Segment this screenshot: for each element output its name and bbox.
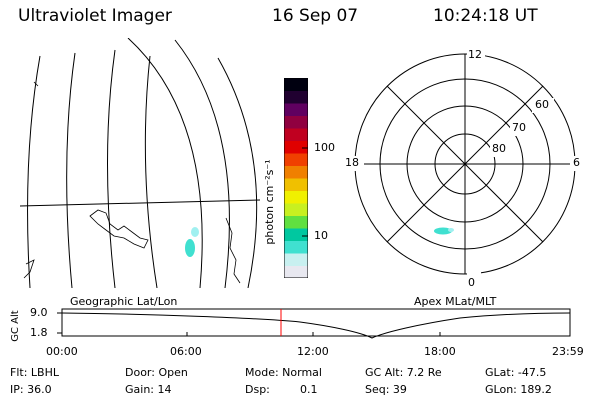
observation-date: 16 Sep 07 xyxy=(272,6,359,26)
mlt-label-0: 0 xyxy=(468,276,475,289)
time-tick-0000: 00:00 xyxy=(46,345,78,358)
colorbar-band xyxy=(284,153,308,166)
dsp-value: 0.1 xyxy=(300,383,318,396)
polar-diag-2 xyxy=(386,85,544,243)
altitude-plot xyxy=(57,308,571,339)
observation-time: 10:24:18 UT xyxy=(433,6,538,26)
filter-status: Flt: LBHL xyxy=(10,366,59,379)
colorbar xyxy=(284,78,308,278)
time-tick-1800: 18:00 xyxy=(424,345,456,358)
lat-arc-1 xyxy=(127,38,203,288)
coastline-4 xyxy=(33,81,39,87)
time-tick-2359: 23:59 xyxy=(552,345,584,358)
time-tick-0600: 06:00 xyxy=(170,345,202,358)
instrument-title: Ultraviolet Imager xyxy=(18,6,172,26)
altitude-plot-frame xyxy=(61,308,571,337)
colorbar-band xyxy=(284,240,308,254)
altitude-y-bottom: 1.8 xyxy=(30,326,48,339)
colorbar-band xyxy=(284,178,308,191)
colorbar-band xyxy=(284,190,308,204)
colorbar-band xyxy=(284,228,308,241)
ip-status: IP: 36.0 xyxy=(10,383,52,396)
colorbar-tick-10-label: 10 xyxy=(314,229,328,242)
mlat-label-70: 70 xyxy=(512,121,526,134)
altitude-curve xyxy=(61,312,571,339)
colorbar-band xyxy=(284,115,308,129)
mlat-label-80: 80 xyxy=(492,142,506,155)
colorbar-band xyxy=(284,78,308,91)
time-tick-1200: 12:00 xyxy=(297,345,329,358)
gc-alt-status: GC Alt: 7.2 Re xyxy=(365,366,442,379)
lon-line-4 xyxy=(144,55,158,288)
lon-line-3 xyxy=(107,49,116,288)
mlat-label-60: 60 xyxy=(535,98,549,111)
coastline-2 xyxy=(225,217,241,284)
mlt-label-18: 18 xyxy=(345,156,359,169)
colorbar-unit-label: photon cm⁻²s⁻¹ xyxy=(263,159,276,245)
geographic-panel-label: Geographic Lat/Lon xyxy=(70,295,178,308)
mlt-label-6: 6 xyxy=(573,156,580,169)
colorbar-band xyxy=(284,140,308,154)
lat-arc-3 xyxy=(217,57,258,288)
colorbar-band xyxy=(284,215,308,229)
colorbar-band xyxy=(284,128,308,141)
glon-status: GLon: 189.2 xyxy=(485,383,552,396)
mode-status: Mode: Normal xyxy=(245,366,322,379)
lat-arc-2 xyxy=(174,39,230,288)
colorbar-band xyxy=(284,90,308,104)
coastline-3 xyxy=(23,259,35,279)
lon-line-1 xyxy=(27,55,41,288)
mlt-label-12: 12 xyxy=(468,48,482,61)
geographic-map xyxy=(20,38,260,288)
colorbar-band xyxy=(284,253,308,266)
door-status: Door: Open xyxy=(125,366,188,379)
gain-status: Gain: 14 xyxy=(125,383,172,396)
horizon-line xyxy=(20,199,260,207)
colorbar-tick-100-label: 100 xyxy=(314,141,335,154)
apex-panel-label: Apex MLat/MLT xyxy=(414,295,497,308)
lon-line-2 xyxy=(66,52,76,288)
polar-plot xyxy=(342,48,582,283)
aurora-geo xyxy=(185,227,199,257)
altitude-axis-label: GC Alt xyxy=(10,310,21,342)
colorbar-band xyxy=(284,165,308,179)
coastline-1 xyxy=(89,209,149,249)
seq-status: Seq: 39 xyxy=(365,383,407,396)
altitude-y-top: 9.0 xyxy=(30,306,48,319)
dsp-status: Dsp: xyxy=(245,383,270,396)
colorbar-band xyxy=(284,265,308,278)
colorbar-band xyxy=(284,203,308,216)
colorbar-band xyxy=(284,103,308,116)
aurora-polar xyxy=(434,227,454,235)
glat-status: GLat: -47.5 xyxy=(485,366,547,379)
